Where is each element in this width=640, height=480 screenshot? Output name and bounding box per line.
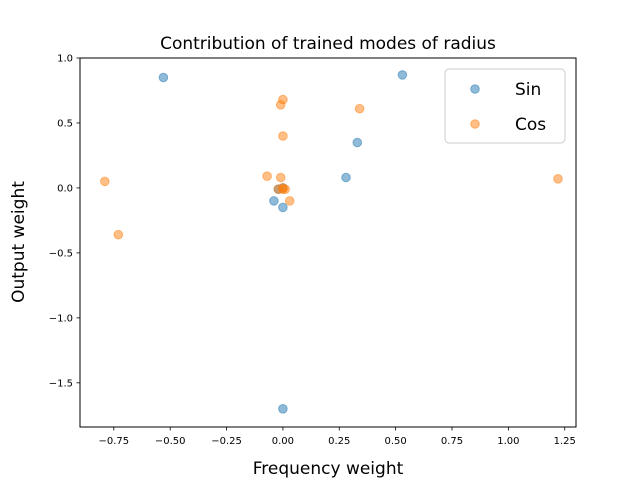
legend-box	[444, 68, 566, 144]
data-points	[100, 70, 563, 414]
data-point-cos-8	[284, 196, 295, 206]
data-point-cos-0	[100, 176, 110, 187]
legend-label-sin: Sin	[515, 80, 541, 100]
x-tick-label: −0.50	[155, 436, 186, 447]
data-point-cos-3	[278, 94, 288, 105]
data-point-cos-1	[113, 229, 124, 240]
data-point-sin-5	[278, 202, 288, 213]
y-axis-ticks: −1.5 −1.0 −0.5 0.0 0.5 1.0	[49, 54, 80, 389]
data-point-cos-6	[262, 171, 272, 181]
x-tick-label: 1.00	[497, 436, 519, 447]
x-tick-label: 0.25	[328, 436, 350, 447]
x-axis-label: Frequency weight	[253, 459, 404, 479]
data-point-cos-7	[275, 172, 286, 183]
legend-label-cos: Cos	[515, 115, 546, 135]
data-point-sin-4	[269, 196, 279, 206]
legend: Sin Cos	[444, 68, 566, 144]
data-point-cos-5	[278, 131, 288, 141]
x-tick-label: 0.75	[441, 436, 463, 447]
data-point-cos-4	[354, 103, 365, 114]
y-tick-label: −1.5	[49, 378, 73, 389]
data-point-sin-0	[158, 72, 169, 83]
x-axis-ticks: −0.75 −0.50 −0.25 0.00 0.25 0.50 0.75 1.00 1.25	[98, 427, 576, 447]
data-point-sin-2	[352, 137, 363, 148]
plot-area-frame	[79, 57, 577, 428]
chart-title: Contribution of trained modes of radius	[160, 34, 496, 54]
y-tick-label: 0.5	[57, 119, 73, 130]
x-tick-label: −0.75	[98, 436, 129, 447]
data-point-sin-8	[278, 404, 288, 414]
data-point-sin-3	[341, 172, 351, 183]
legend-marker-sin	[470, 84, 480, 94]
y-tick-label: 0.0	[57, 184, 73, 195]
x-tick-label: 0.00	[272, 436, 294, 447]
y-axis-label: Output weight	[9, 181, 29, 303]
data-point-cos-13	[553, 174, 563, 184]
data-point-cos-12	[278, 184, 288, 194]
y-tick-label: 1.0	[57, 54, 73, 65]
legend-marker-cos	[470, 119, 480, 129]
data-point-sin-1	[397, 70, 408, 80]
y-tick-label: −0.5	[49, 248, 73, 259]
x-tick-label: 0.50	[385, 436, 407, 447]
x-tick-label: −0.25	[211, 436, 242, 447]
x-tick-label: 1.25	[554, 436, 576, 447]
y-tick-label: −1.0	[49, 313, 73, 324]
